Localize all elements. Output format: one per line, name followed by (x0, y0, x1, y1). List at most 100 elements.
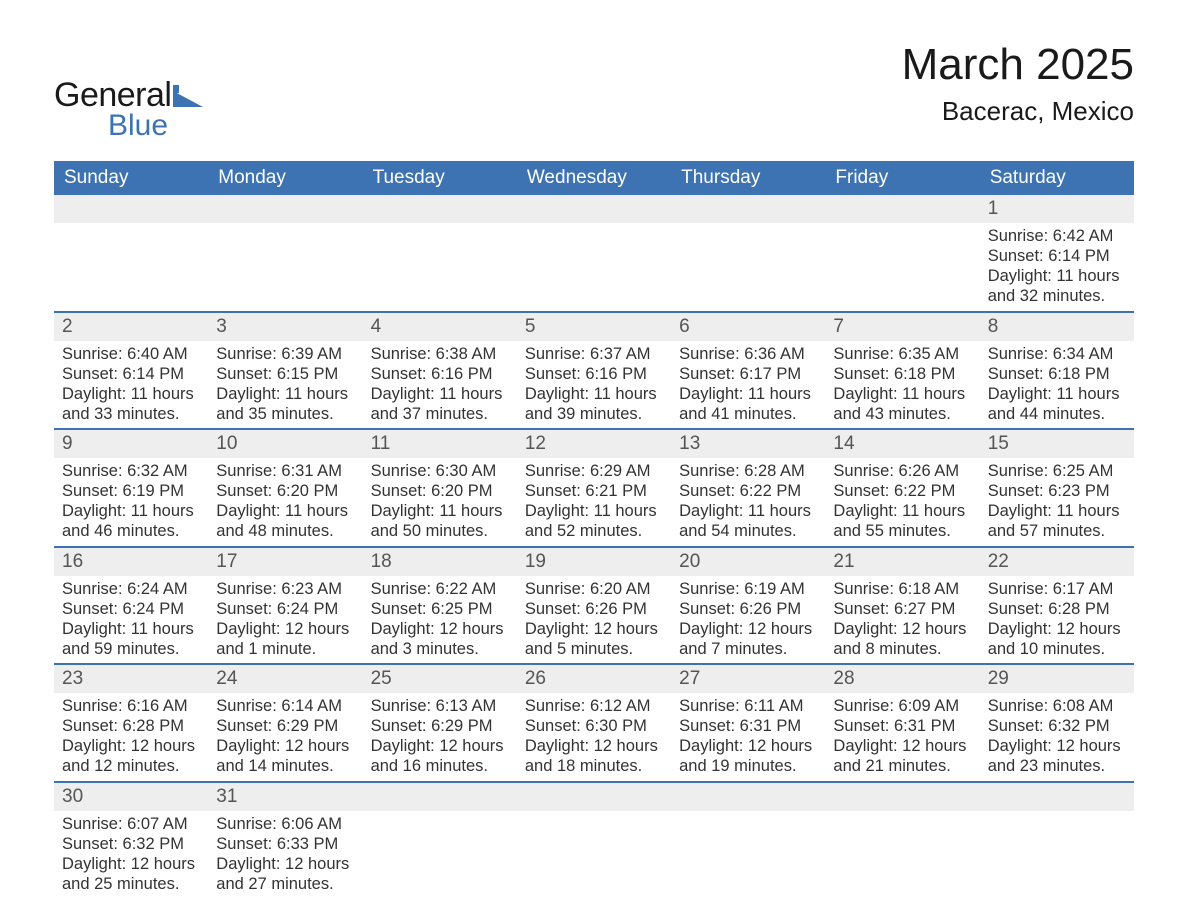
day-number (363, 783, 517, 811)
day-sunrise: Sunrise: 6:11 AM (679, 696, 825, 716)
day-sunset: Sunset: 6:29 PM (371, 716, 517, 736)
day-d2: and 46 minutes. (62, 521, 208, 541)
day-d2: and 23 minutes. (988, 756, 1134, 776)
day-d2: and 32 minutes. (988, 286, 1134, 306)
day-d1: Daylight: 12 hours (833, 619, 979, 639)
day-number: 19 (517, 548, 671, 576)
day-cell: Sunrise: 6:34 AMSunset: 6:18 PMDaylight:… (980, 341, 1134, 429)
day-number: 26 (517, 665, 671, 693)
day-number: 30 (54, 783, 208, 811)
day-d1: Daylight: 11 hours (371, 501, 517, 521)
day-number (671, 195, 825, 223)
day-sunset: Sunset: 6:17 PM (679, 364, 825, 384)
weekday-header: Thursday (671, 161, 825, 195)
day-cell: Sunrise: 6:42 AMSunset: 6:14 PMDaylight:… (980, 223, 1134, 311)
day-sunrise: Sunrise: 6:22 AM (371, 579, 517, 599)
day-d1: Daylight: 12 hours (525, 736, 671, 756)
day-d1: Daylight: 11 hours (988, 384, 1134, 404)
day-d2: and 50 minutes. (371, 521, 517, 541)
day-sunrise: Sunrise: 6:30 AM (371, 461, 517, 481)
day-number: 2 (54, 313, 208, 341)
day-sunrise: Sunrise: 6:42 AM (988, 226, 1134, 246)
day-d1: Daylight: 11 hours (679, 384, 825, 404)
day-number (980, 783, 1134, 811)
day-sunrise: Sunrise: 6:26 AM (833, 461, 979, 481)
day-cell: Sunrise: 6:36 AMSunset: 6:17 PMDaylight:… (671, 341, 825, 429)
weekday-header: Tuesday (363, 161, 517, 195)
day-d1: Daylight: 11 hours (62, 619, 208, 639)
day-number: 6 (671, 313, 825, 341)
day-number: 17 (208, 548, 362, 576)
day-sunset: Sunset: 6:33 PM (216, 834, 362, 854)
day-d1: Daylight: 12 hours (988, 619, 1134, 639)
day-d2: and 3 minutes. (371, 639, 517, 659)
day-number: 22 (980, 548, 1134, 576)
day-sunrise: Sunrise: 6:31 AM (216, 461, 362, 481)
day-number: 1 (980, 195, 1134, 223)
day-sunrise: Sunrise: 6:34 AM (988, 344, 1134, 364)
day-cell: Sunrise: 6:12 AMSunset: 6:30 PMDaylight:… (517, 693, 671, 781)
day-d2: and 48 minutes. (216, 521, 362, 541)
day-sunrise: Sunrise: 6:14 AM (216, 696, 362, 716)
day-sunrise: Sunrise: 6:13 AM (371, 696, 517, 716)
day-d1: Daylight: 11 hours (833, 501, 979, 521)
day-d1: Daylight: 11 hours (525, 384, 671, 404)
day-d2: and 25 minutes. (62, 874, 208, 894)
day-sunrise: Sunrise: 6:17 AM (988, 579, 1134, 599)
day-cell: Sunrise: 6:13 AMSunset: 6:29 PMDaylight:… (363, 693, 517, 781)
day-sunrise: Sunrise: 6:25 AM (988, 461, 1134, 481)
day-d1: Daylight: 12 hours (988, 736, 1134, 756)
week-row: 23242526272829Sunrise: 6:16 AMSunset: 6:… (54, 665, 1134, 783)
day-d1: Daylight: 11 hours (62, 501, 208, 521)
day-cell (671, 811, 825, 899)
day-number (54, 195, 208, 223)
day-cell: Sunrise: 6:18 AMSunset: 6:27 PMDaylight:… (825, 576, 979, 664)
weekday-header: Wednesday (517, 161, 671, 195)
day-cell: Sunrise: 6:35 AMSunset: 6:18 PMDaylight:… (825, 341, 979, 429)
day-cell (517, 223, 671, 311)
day-number: 27 (671, 665, 825, 693)
week-row: 3031 Sunrise: 6:07 AMSunset: 6:32 PMDayl… (54, 783, 1134, 899)
day-sunset: Sunset: 6:16 PM (371, 364, 517, 384)
day-d2: and 52 minutes. (525, 521, 671, 541)
day-sunset: Sunset: 6:18 PM (988, 364, 1134, 384)
day-sunrise: Sunrise: 6:07 AM (62, 814, 208, 834)
day-number: 31 (208, 783, 362, 811)
day-number (208, 195, 362, 223)
week-row: 9101112131415Sunrise: 6:32 AMSunset: 6:1… (54, 430, 1134, 548)
day-sunset: Sunset: 6:24 PM (62, 599, 208, 619)
day-d2: and 33 minutes. (62, 404, 208, 424)
day-d2: and 27 minutes. (216, 874, 362, 894)
day-number: 20 (671, 548, 825, 576)
day-sunset: Sunset: 6:23 PM (988, 481, 1134, 501)
day-d1: Daylight: 11 hours (988, 266, 1134, 286)
day-sunset: Sunset: 6:29 PM (216, 716, 362, 736)
logo-flag-icon (173, 85, 207, 107)
day-d2: and 41 minutes. (679, 404, 825, 424)
day-sunset: Sunset: 6:20 PM (371, 481, 517, 501)
day-cell (825, 223, 979, 311)
day-number: 14 (825, 430, 979, 458)
day-number (363, 195, 517, 223)
day-sunset: Sunset: 6:28 PM (62, 716, 208, 736)
day-d2: and 1 minute. (216, 639, 362, 659)
day-d1: Daylight: 12 hours (216, 854, 362, 874)
day-cell: Sunrise: 6:14 AMSunset: 6:29 PMDaylight:… (208, 693, 362, 781)
day-d2: and 19 minutes. (679, 756, 825, 776)
day-sunset: Sunset: 6:15 PM (216, 364, 362, 384)
weekday-header-row: SundayMondayTuesdayWednesdayThursdayFrid… (54, 161, 1134, 195)
day-d1: Daylight: 12 hours (371, 736, 517, 756)
day-number: 12 (517, 430, 671, 458)
day-sunset: Sunset: 6:20 PM (216, 481, 362, 501)
day-number: 3 (208, 313, 362, 341)
day-cell (363, 811, 517, 899)
day-cell: Sunrise: 6:26 AMSunset: 6:22 PMDaylight:… (825, 458, 979, 546)
day-number: 9 (54, 430, 208, 458)
day-cell (825, 811, 979, 899)
day-cell: Sunrise: 6:31 AMSunset: 6:20 PMDaylight:… (208, 458, 362, 546)
day-d2: and 54 minutes. (679, 521, 825, 541)
day-sunrise: Sunrise: 6:35 AM (833, 344, 979, 364)
day-d2: and 18 minutes. (525, 756, 671, 776)
day-number: 4 (363, 313, 517, 341)
day-cell: Sunrise: 6:16 AMSunset: 6:28 PMDaylight:… (54, 693, 208, 781)
